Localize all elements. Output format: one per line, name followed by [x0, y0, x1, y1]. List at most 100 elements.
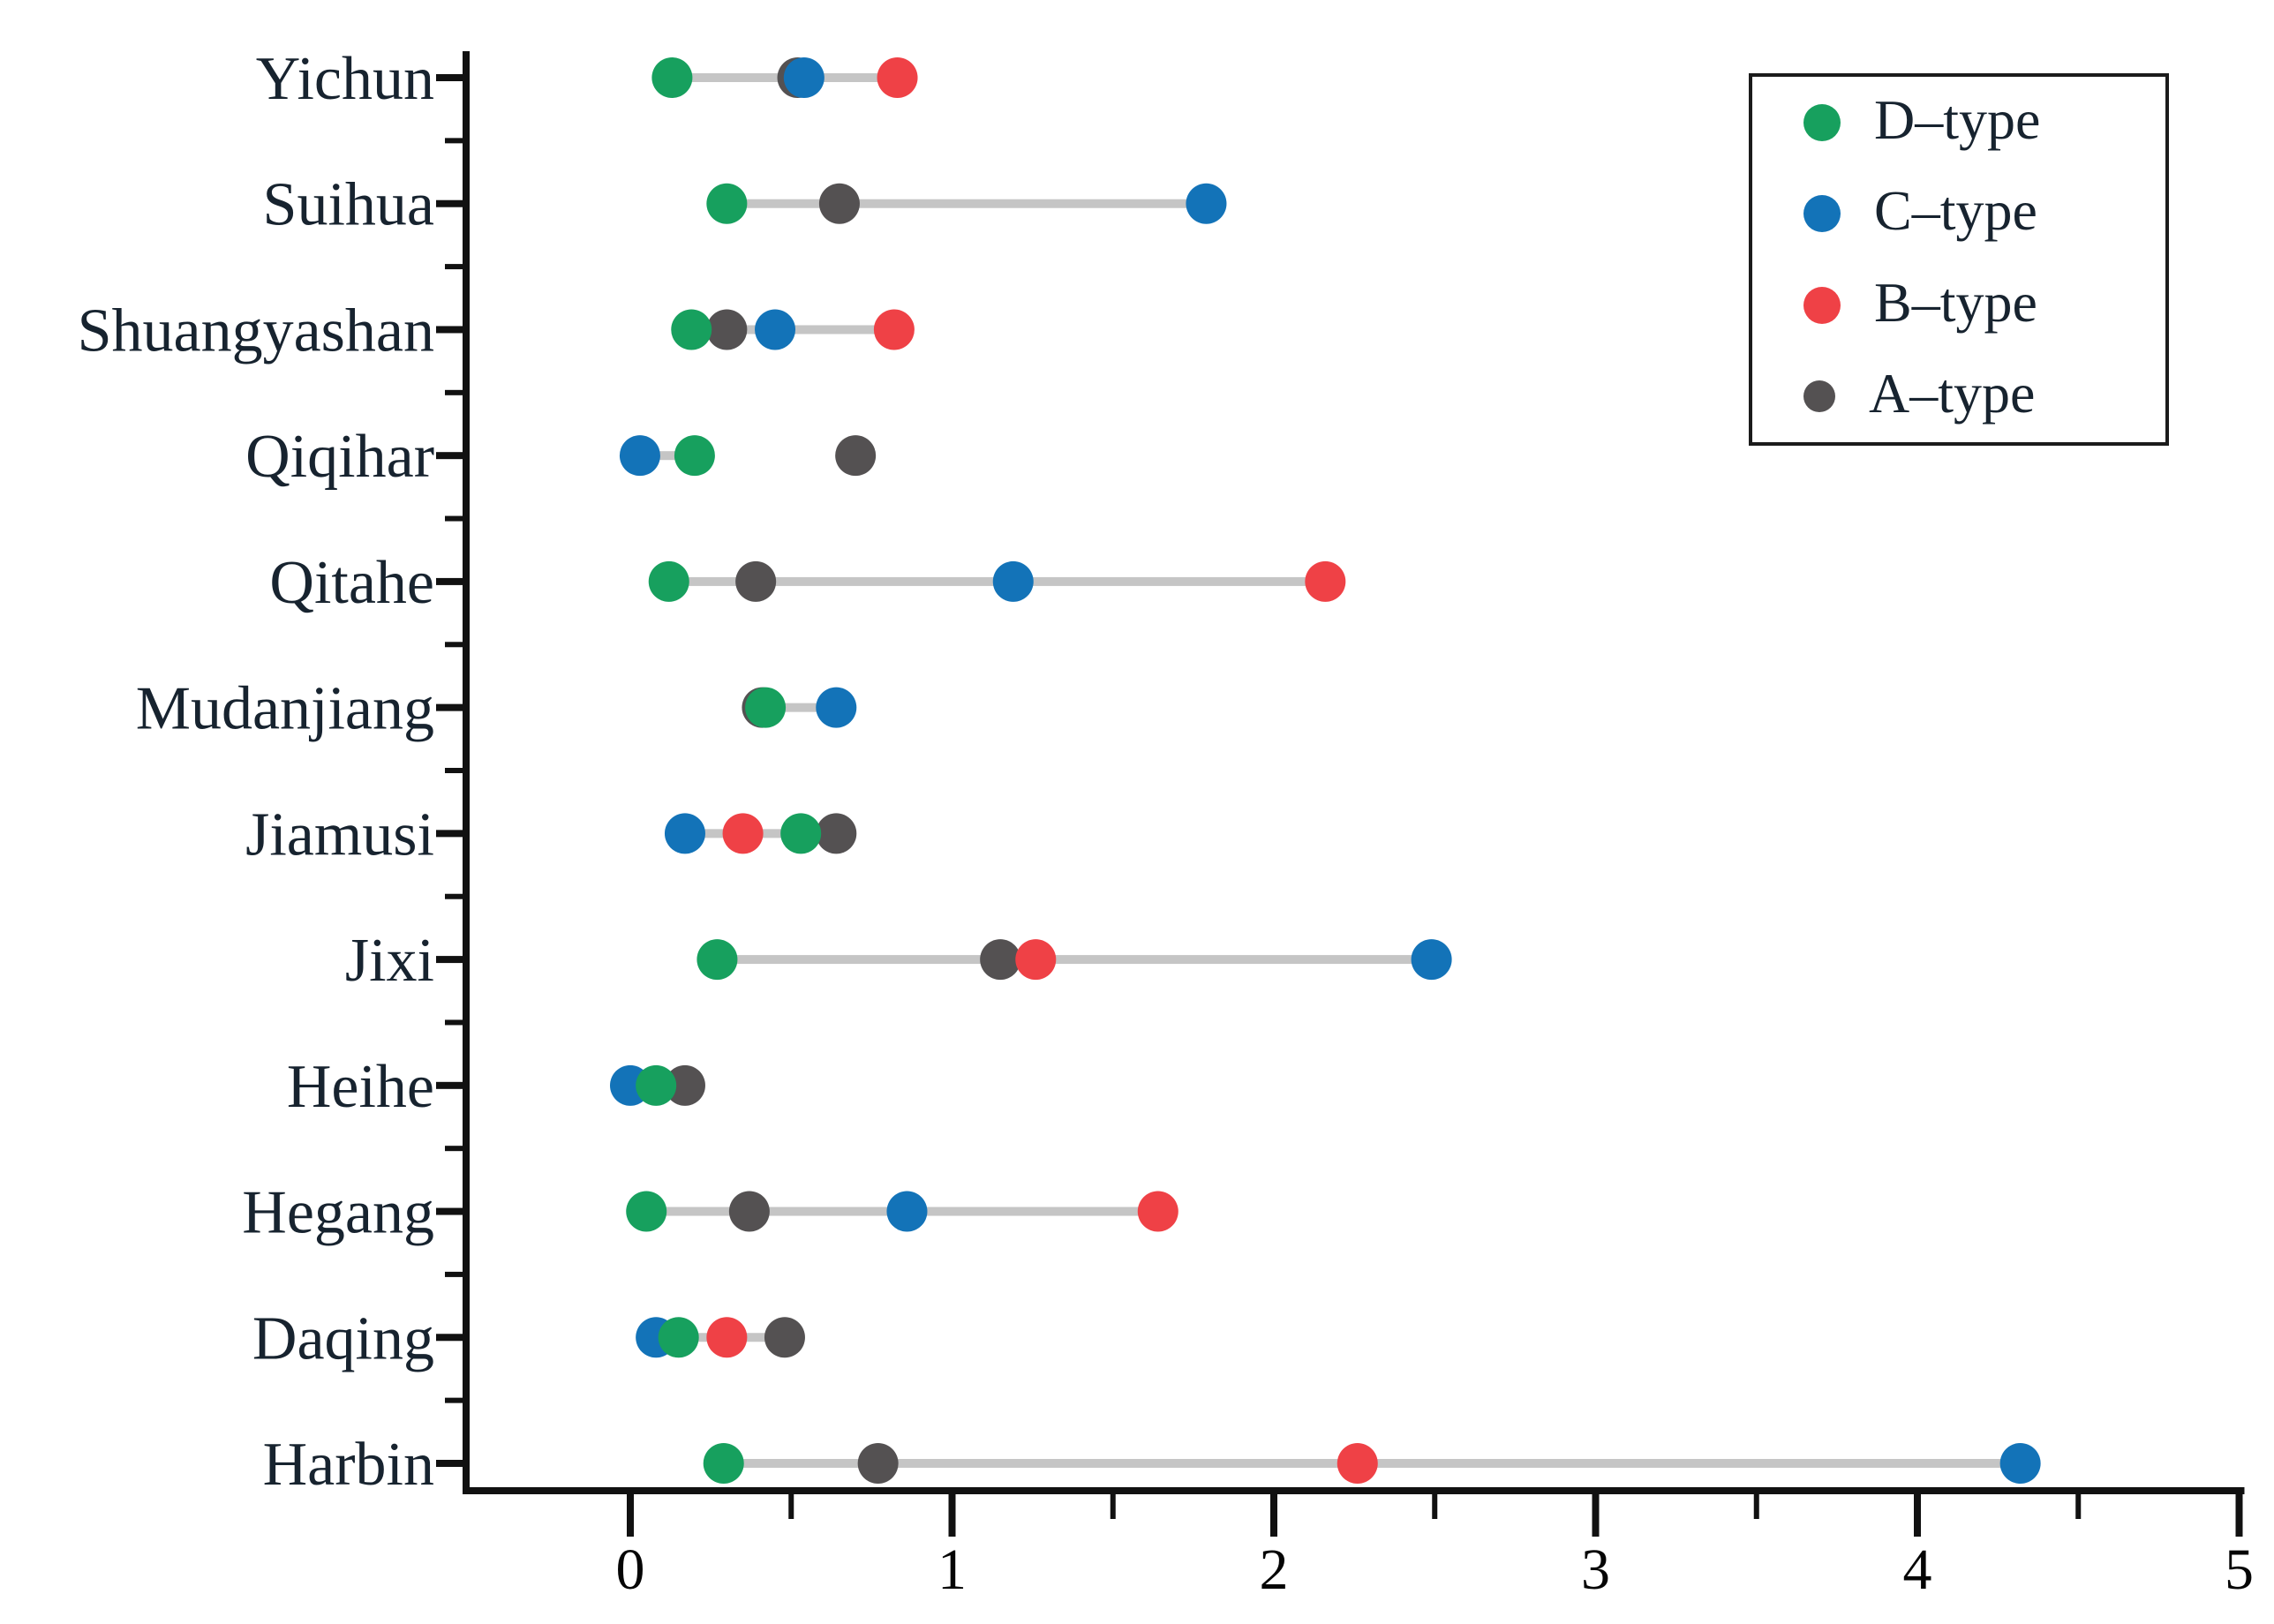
y-axis-minor-tick: [445, 893, 463, 899]
b-type-dot: [722, 813, 764, 854]
x-axis-minor-tick: [1432, 1494, 1438, 1519]
connector-line: [727, 199, 1207, 208]
c-type-dot: [992, 560, 1034, 602]
legend-label-a-type: A–type: [1869, 362, 2036, 425]
a-type-dot: [835, 435, 877, 477]
y-axis-minor-tick: [445, 1019, 463, 1026]
c-type-dot: [1999, 1442, 2041, 1484]
row-label-qitahe: Qitahe: [269, 549, 434, 617]
y-axis-minor-tick: [445, 515, 463, 522]
x-axis-major-tick: [1592, 1494, 1600, 1537]
y-axis-major-tick: [436, 1334, 463, 1342]
x-axis-minor-tick: [1753, 1494, 1759, 1519]
row-label-shuangyashan: Shuangyashan: [78, 297, 434, 365]
y-axis-major-tick: [436, 577, 463, 585]
d-type-dot: [706, 183, 748, 224]
b-type-dot: [706, 1317, 748, 1358]
row-label-jiamusi: Jiamusi: [245, 801, 434, 868]
b-type-dot: [1137, 1191, 1178, 1232]
d-type-dot: [626, 1191, 667, 1232]
row-label-jixi: Jixi: [345, 927, 434, 995]
y-axis-major-tick: [436, 1459, 463, 1467]
a-type-dot: [706, 309, 748, 350]
x-axis-minor-tick: [788, 1494, 794, 1519]
c-type-marker-icon: [1803, 195, 1841, 233]
x-axis-major-tick: [948, 1494, 956, 1537]
row-label-suihua: Suihua: [263, 171, 434, 239]
c-type-dot: [816, 687, 857, 728]
c-type-dot: [664, 813, 705, 854]
d-type-dot: [636, 1064, 677, 1106]
legend-entry-d-type: D–type: [1752, 77, 2165, 169]
x-axis-line: [463, 1487, 2245, 1494]
y-axis-minor-tick: [445, 138, 463, 144]
a-type-dot: [980, 939, 1021, 981]
a-type-dot: [857, 1442, 899, 1484]
y-axis-major-tick: [436, 830, 463, 838]
x-axis-tick-label: 0: [616, 1538, 645, 1602]
y-axis-minor-tick: [445, 767, 463, 773]
y-axis-major-tick: [436, 703, 463, 711]
x-axis-major-tick: [1914, 1494, 1921, 1537]
y-axis-minor-tick: [445, 1146, 463, 1152]
y-axis-major-tick: [436, 452, 463, 460]
b-type-dot: [1015, 939, 1057, 981]
c-type-dot: [783, 57, 825, 98]
legend-entry-b-type: B–type: [1752, 259, 2165, 351]
x-axis-major-tick: [627, 1494, 634, 1537]
d-type-dot: [780, 813, 822, 854]
row-label-qiqihar: Qiqihar: [245, 423, 434, 491]
legend-entry-c-type: C–type: [1752, 169, 2165, 260]
b-type-dot: [873, 309, 915, 350]
a-type-dot: [818, 183, 860, 224]
x-axis-minor-tick: [1110, 1494, 1116, 1519]
d-type-dot: [671, 309, 712, 350]
c-type-dot: [619, 435, 660, 477]
legend-entry-a-type: A–type: [1752, 351, 2165, 443]
row-label-hegang: Hegang: [242, 1179, 434, 1247]
connector-line: [765, 703, 837, 712]
a-type-dot: [764, 1317, 805, 1358]
y-axis-spine: [463, 51, 470, 1494]
y-axis-major-tick: [436, 1081, 463, 1089]
y-axis-minor-tick: [445, 1271, 463, 1277]
y-axis-minor-tick: [445, 1397, 463, 1403]
x-axis-minor-tick: [2075, 1494, 2082, 1519]
x-axis-major-tick: [1270, 1494, 1277, 1537]
d-type-dot: [674, 435, 715, 477]
y-axis-minor-tick: [445, 264, 463, 270]
row-label-heihe: Heihe: [287, 1053, 434, 1121]
c-type-dot: [886, 1191, 928, 1232]
a-type-dot: [728, 1191, 770, 1232]
a-type-dot: [735, 560, 777, 602]
connector-line: [639, 451, 695, 461]
y-axis-major-tick: [436, 326, 463, 334]
b-type-marker-icon: [1803, 286, 1841, 324]
d-type-dot: [658, 1317, 699, 1358]
row-label-yichun: Yichun: [256, 45, 434, 113]
x-axis-tick-label: 3: [1581, 1538, 1610, 1602]
row-label-daqing: Daqing: [252, 1304, 434, 1372]
x-axis-tick-label: 2: [1260, 1538, 1289, 1602]
connector-line: [717, 955, 1432, 965]
d-type-dot: [703, 1442, 744, 1484]
y-axis-major-tick: [436, 1207, 463, 1215]
y-axis-minor-tick: [445, 389, 463, 395]
d-type-dot: [697, 939, 738, 981]
a-type-dot: [816, 813, 857, 854]
legend-label-b-type: B–type: [1874, 270, 2037, 334]
x-axis-tick-label: 1: [937, 1538, 967, 1602]
y-axis-major-tick: [436, 74, 463, 81]
y-axis-major-tick: [436, 199, 463, 207]
x-axis-tick-label: 5: [2225, 1538, 2254, 1602]
d-type-dot: [651, 57, 693, 98]
a-type-dot: [664, 1064, 705, 1106]
legend-label-c-type: C–type: [1874, 179, 2037, 243]
b-type-dot: [1305, 560, 1346, 602]
c-type-dot: [1186, 183, 1227, 224]
b-type-dot: [1337, 1442, 1378, 1484]
y-axis-major-tick: [436, 956, 463, 964]
d-type-dot: [745, 687, 787, 728]
